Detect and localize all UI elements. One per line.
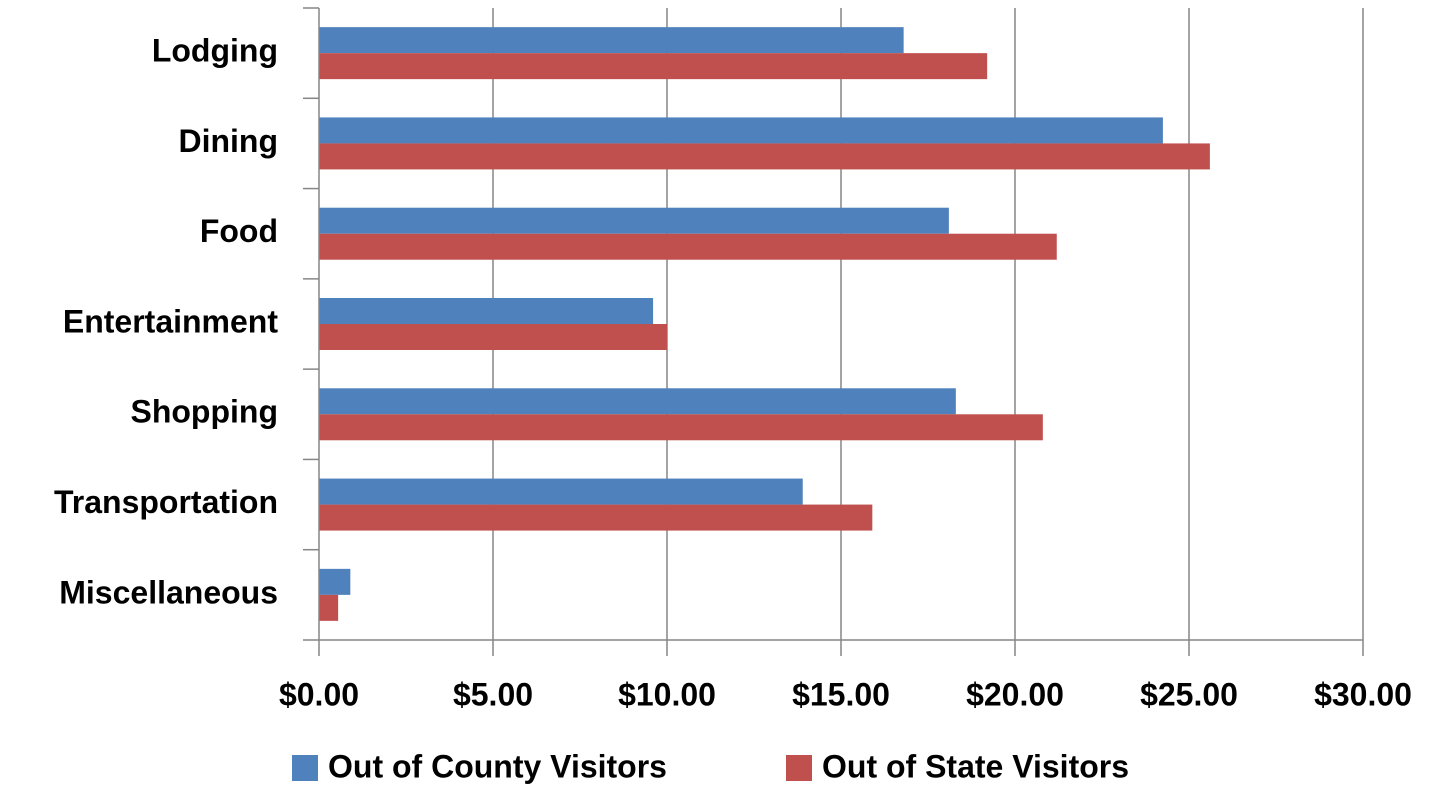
legend-label: Out of State Visitors	[822, 748, 1129, 784]
legend-swatch	[292, 755, 318, 781]
bar	[319, 388, 956, 415]
bar	[319, 414, 1043, 441]
bar	[319, 324, 667, 350]
bar	[319, 298, 654, 324]
y-tick-label: Dining	[178, 123, 278, 159]
bar	[319, 478, 803, 505]
x-tick-label: $5.00	[453, 676, 533, 712]
y-tick-label: Lodging	[152, 33, 278, 69]
bar	[319, 594, 339, 621]
x-tick-label: $10.00	[618, 676, 716, 712]
y-tick-label: Shopping	[130, 394, 278, 430]
x-tick-label: $0.00	[279, 676, 359, 712]
legend-swatch	[786, 755, 812, 781]
bar	[319, 27, 904, 54]
y-tick-label: Entertainment	[63, 303, 278, 339]
bar	[319, 143, 1210, 170]
bar	[319, 568, 351, 595]
bar	[319, 207, 949, 234]
x-tick-label: $20.00	[966, 676, 1064, 712]
bar	[319, 504, 873, 531]
bar	[319, 53, 988, 80]
y-tick-label: Transportation	[54, 484, 278, 520]
y-tick-label: Miscellaneous	[59, 574, 278, 610]
legend-label: Out of County Visitors	[328, 748, 667, 784]
x-tick-label: $25.00	[1140, 676, 1238, 712]
x-tick-label: $30.00	[1314, 676, 1412, 712]
x-tick-label: $15.00	[792, 676, 890, 712]
bar	[319, 233, 1057, 260]
y-tick-label: Food	[200, 213, 278, 249]
bar	[319, 117, 1163, 144]
